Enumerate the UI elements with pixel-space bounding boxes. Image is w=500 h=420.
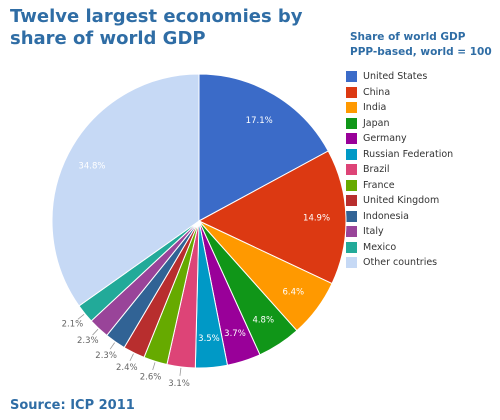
legend-swatch [346, 164, 357, 176]
legend-label: France [363, 179, 395, 191]
data-label-germany: 3.7% [224, 329, 246, 339]
legend-item-brazil: Brazil [346, 162, 496, 178]
legend-item-germany: Germany [346, 131, 496, 147]
legend-label: Italy [363, 226, 384, 238]
legend-swatch [346, 210, 357, 222]
legend-item-france: France [346, 178, 496, 194]
data-label-japan: 4.8% [252, 315, 274, 325]
data-label-united-kingdom: 2.4% [116, 363, 138, 373]
legend-label: Other countries [363, 257, 438, 269]
data-label-mexico: 2.1% [62, 320, 84, 330]
data-label-brazil: 3.1% [168, 379, 190, 389]
legend-item-china: China [346, 85, 496, 101]
legend-label: China [363, 86, 391, 98]
legend-swatch [346, 257, 357, 269]
legend-item-united-states: United States [346, 69, 496, 85]
legend-label: Indonesia [363, 210, 409, 222]
leader-line-united-kingdom [129, 353, 134, 362]
chart-title: Twelve largest economies by share of wor… [10, 6, 303, 49]
legend-item-japan: Japan [346, 116, 496, 132]
legend-swatch [346, 148, 357, 160]
pie-slice-china [197, 150, 347, 285]
data-label-other-countries: 34.8% [78, 162, 105, 172]
legend-item-italy: Italy [346, 224, 496, 240]
leader-line-mexico [77, 313, 85, 320]
legend-label: Russian Federation [363, 148, 454, 160]
legend-swatch [346, 179, 357, 191]
legend-label: United Kingdom [363, 195, 440, 207]
legend-swatch [346, 241, 357, 253]
legend-swatch [346, 133, 357, 145]
legend-label: Brazil [363, 164, 390, 176]
legend-label: Germany [363, 133, 407, 145]
pie-slice-united-states [198, 73, 329, 222]
leader-line-italy [92, 328, 99, 336]
legend-swatch [346, 226, 357, 238]
legend: United States China India Japan Germany Russi… [346, 69, 496, 271]
source-note: Source: ICP 2011 [10, 398, 135, 413]
leader-line-indonesia [109, 342, 115, 350]
data-label-france: 2.6% [140, 373, 162, 383]
data-label-italy: 2.3% [77, 336, 99, 346]
legend-item-mexico: Mexico [346, 240, 496, 256]
data-label-india: 6.4% [282, 287, 304, 297]
legend-title-line1: Share of world GDP [350, 31, 466, 43]
legend-swatch [346, 86, 357, 98]
legend-swatch [346, 117, 357, 129]
data-label-china: 14.9% [303, 214, 330, 224]
leader-line-brazil [179, 367, 182, 376]
legend-title-line2: PPP-based, world = 100 [350, 46, 492, 58]
legend-label: Japan [363, 117, 390, 129]
data-label-united-states: 17.1% [246, 116, 273, 126]
legend-item-indonesia: Indonesia [346, 209, 496, 225]
legend-swatch [346, 195, 357, 207]
legend-swatch [346, 102, 357, 114]
legend-item-india: India [346, 100, 496, 116]
data-label-russian-federation: 3.5% [198, 334, 220, 344]
legend-swatch [346, 71, 357, 83]
legend-label: India [363, 102, 387, 114]
legend-item-russian-federation: Russian Federation [346, 147, 496, 163]
legend-label: United States [363, 71, 428, 83]
legend-label: Mexico [363, 241, 397, 253]
data-label-indonesia: 2.3% [95, 351, 117, 361]
legend-item-united-kingdom: United Kingdom [346, 193, 496, 209]
legend-title: Share of world GDP PPP-based, world = 10… [350, 30, 495, 60]
legend-item-other-countries: Other countries [346, 255, 496, 271]
leader-line-france [152, 362, 156, 371]
pie-slice-other-countries [51, 73, 200, 307]
